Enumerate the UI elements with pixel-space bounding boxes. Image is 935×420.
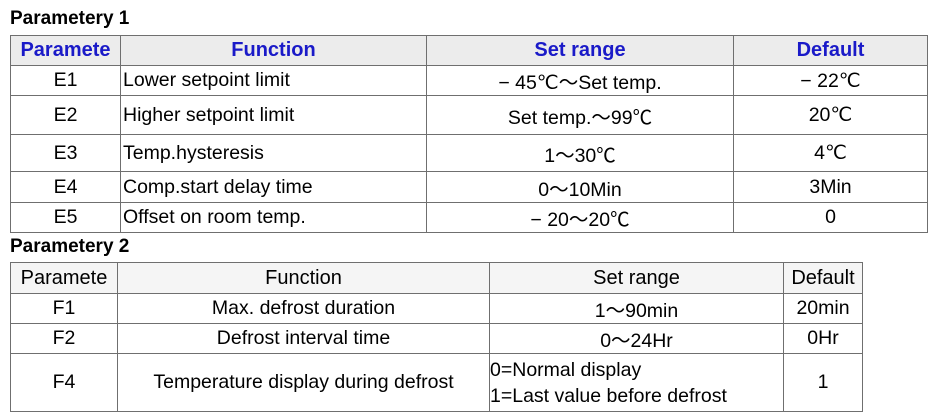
function-cell: Comp.start delay time xyxy=(120,171,427,203)
column-header-default: Default xyxy=(733,35,928,66)
column-header-function: Function xyxy=(120,35,427,66)
param-code: E4 xyxy=(10,171,121,203)
section-title-parametery-1: Parametery 1 xyxy=(10,8,130,29)
set-range-cell: − 20～20℃ xyxy=(426,202,734,233)
default-cell: 3Min xyxy=(733,171,928,203)
function-cell: Defrost interval time xyxy=(117,323,490,354)
range-option-line: 0=Normal display xyxy=(490,358,642,381)
param-code: E2 xyxy=(10,95,121,135)
table-row: E4 Comp.start delay time 0～10Min 3Min xyxy=(10,171,928,203)
table-row: F4 Temperature display during defrost 0=… xyxy=(10,353,863,412)
function-cell: Lower setpoint limit xyxy=(120,65,427,96)
column-header-parameter: Paramete xyxy=(10,35,121,66)
column-header-function: Function xyxy=(117,262,490,294)
table-header-row: Paramete Function Set range Default xyxy=(10,262,863,294)
default-cell: 4℃ xyxy=(733,134,928,172)
default-cell: − 22℃ xyxy=(733,65,928,96)
table-row: E3 Temp.hysteresis 1～30℃ 4℃ xyxy=(10,134,928,172)
param-code: E3 xyxy=(10,134,121,172)
function-cell: Max. defrost duration xyxy=(117,293,490,324)
default-cell: 20min xyxy=(783,293,863,324)
column-header-set-range: Set range xyxy=(489,262,784,294)
table-row: E1 Lower setpoint limit − 45℃～Set temp. … xyxy=(10,65,928,96)
param-code: F4 xyxy=(10,353,118,412)
default-cell: 20℃ xyxy=(733,95,928,135)
column-header-parameter: Paramete xyxy=(10,262,118,294)
table-row: F2 Defrost interval time 0～24Hr 0Hr xyxy=(10,323,863,354)
set-range-cell: Set temp.～99℃ xyxy=(426,95,734,135)
set-range-cell: 0=Normal display 1=Last value before def… xyxy=(489,353,784,412)
parameters-table-2: Paramete Function Set range Default F1 M… xyxy=(10,262,863,412)
range-option-line: 1=Last value before defrost xyxy=(490,384,727,407)
column-header-default: Default xyxy=(783,262,863,294)
table-row: E5 Offset on room temp. − 20～20℃ 0 xyxy=(10,202,928,233)
param-code: E5 xyxy=(10,202,121,233)
default-cell: 1 xyxy=(783,353,863,412)
set-range-cell: − 45℃～Set temp. xyxy=(426,65,734,96)
function-cell: Temperature display during defrost xyxy=(117,353,490,412)
function-cell: Temp.hysteresis xyxy=(120,134,427,172)
column-header-set-range: Set range xyxy=(426,35,734,66)
table-header-row: Paramete Function Set range Default xyxy=(10,35,928,66)
table-row: E2 Higher setpoint limit Set temp.～99℃ 2… xyxy=(10,95,928,135)
param-code: E1 xyxy=(10,65,121,96)
set-range-cell: 1～30℃ xyxy=(426,134,734,172)
param-code: F1 xyxy=(10,293,118,324)
set-range-cell: 1～90min xyxy=(489,293,784,324)
function-cell: Offset on room temp. xyxy=(120,202,427,233)
param-code: F2 xyxy=(10,323,118,354)
set-range-cell: 0～24Hr xyxy=(489,323,784,354)
default-cell: 0Hr xyxy=(783,323,863,354)
set-range-cell: 0～10Min xyxy=(426,171,734,203)
section-title-parametery-2: Parametery 2 xyxy=(10,236,130,257)
parameters-table-1: Paramete Function Set range Default E1 L… xyxy=(10,35,928,233)
function-cell: Higher setpoint limit xyxy=(120,95,427,135)
default-cell: 0 xyxy=(733,202,928,233)
table-row: F1 Max. defrost duration 1～90min 20min xyxy=(10,293,863,324)
